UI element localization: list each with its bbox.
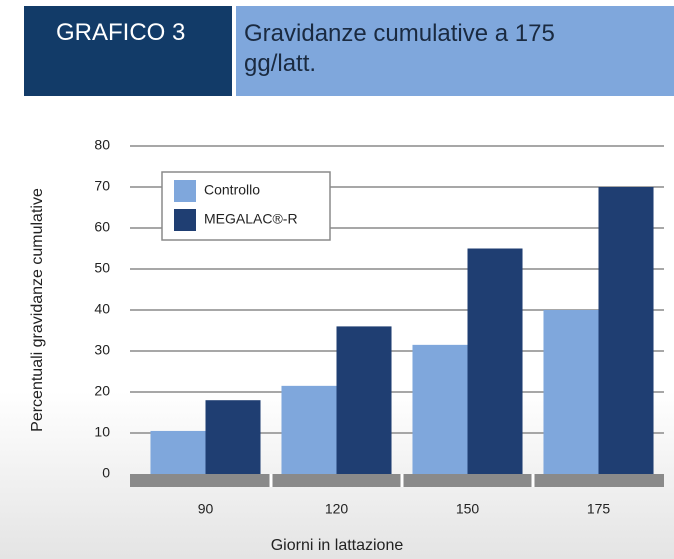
y-tick-label: 0 — [102, 465, 110, 481]
y-axis-label: Percentuali gravidanze cumulative — [29, 188, 46, 432]
x-tick-label: 175 — [587, 501, 611, 517]
axis-band — [130, 474, 664, 487]
bar — [467, 248, 523, 474]
bar — [543, 310, 599, 474]
chart-title: Gravidanze cumulative a 175 gg/latt. — [236, 6, 674, 96]
x-tick-label: 90 — [198, 501, 214, 517]
x-tick-label: 120 — [325, 501, 349, 517]
y-tick-label: 20 — [94, 383, 110, 399]
legend-label: Controllo — [204, 182, 260, 198]
legend-swatch — [174, 209, 196, 231]
bar — [150, 430, 206, 474]
bar — [412, 344, 468, 474]
y-tick-label: 50 — [94, 260, 110, 276]
legend-label: MEGALAC®-R — [204, 211, 298, 227]
y-tick-label: 60 — [94, 219, 110, 235]
y-tick-label: 10 — [94, 424, 110, 440]
y-tick-label: 70 — [94, 178, 110, 194]
header-label: GRAFICO 3 — [24, 6, 232, 96]
x-tick-label: 150 — [456, 501, 480, 517]
y-tick-label: 40 — [94, 301, 110, 317]
bar — [336, 326, 392, 474]
bar — [205, 400, 261, 474]
bar — [598, 187, 654, 474]
y-tick-label: 30 — [94, 342, 110, 358]
x-axis-label: Giorni in lattazione — [271, 537, 404, 554]
y-tick-label: 80 — [94, 137, 110, 153]
legend-swatch — [174, 180, 196, 202]
bar — [281, 385, 337, 474]
